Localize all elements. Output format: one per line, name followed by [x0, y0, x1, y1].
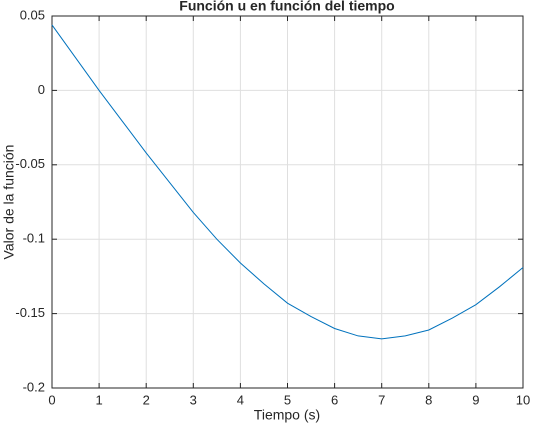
y-tick-label: 0.05: [20, 7, 45, 22]
x-tick-label: 5: [284, 392, 291, 407]
x-tick-label: 9: [472, 392, 479, 407]
y-tick-label: -0.2: [23, 379, 45, 394]
y-tick-label: -0.1: [23, 231, 45, 246]
y-axis-label: Valor de la función: [1, 145, 17, 260]
x-tick-label: 1: [95, 392, 102, 407]
x-tick-label: 6: [331, 392, 338, 407]
chart-title: Función u en función del tiempo: [179, 0, 394, 14]
data-line: [51, 24, 524, 340]
y-tick-label: -0.05: [15, 156, 45, 171]
y-tick-label: 0: [38, 82, 45, 97]
axes-box: [51, 15, 524, 389]
y-tick-label: -0.15: [15, 305, 45, 320]
x-tick-label: 0: [48, 392, 55, 407]
x-axis-label: Tiempo (s): [254, 407, 320, 423]
x-tick-label: 4: [237, 392, 244, 407]
x-tick-label: 2: [143, 392, 150, 407]
x-tick-label: 3: [190, 392, 197, 407]
x-tick-label: 10: [516, 392, 530, 407]
x-tick-label: 8: [425, 392, 432, 407]
x-tick-label: 7: [378, 392, 385, 407]
